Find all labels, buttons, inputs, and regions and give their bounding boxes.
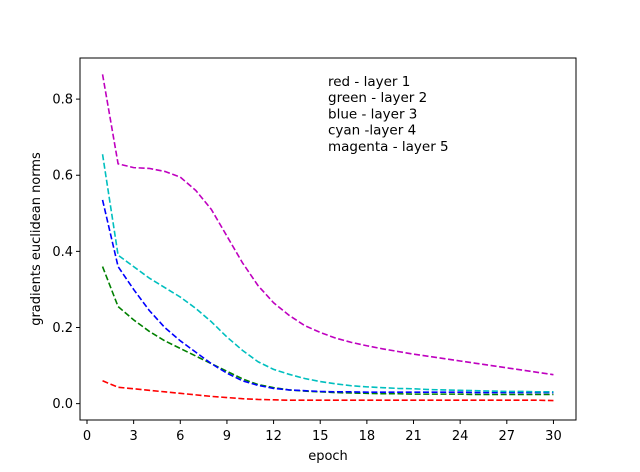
y-axis-label: gradients euclidean norms (29, 152, 44, 326)
x-axis-label: epoch (308, 449, 348, 464)
annotation-line-1: red - layer 1 (328, 74, 410, 90)
series-lines (101, 74, 554, 402)
annotation-line-4: cyan -layer 4 (328, 123, 416, 139)
series-line-1 (102, 380, 554, 402)
axes: 0 3 6 9 12 15 18 21 24 27 30 0.0 0.2 0.4 0.6 0.8 epoch gr… (29, 57, 577, 464)
plot-background (80, 58, 576, 420)
x-tick-label: 3 (130, 429, 138, 444)
y-tick-label: 0.8 (52, 93, 73, 108)
x-tick-label: 9 (223, 429, 231, 444)
plot-area (80, 58, 576, 420)
y-tick-label: 0.6 (52, 169, 73, 184)
series-line-3 (101, 199, 554, 394)
x-tick-label: 30 (545, 429, 562, 444)
x-tick-label: 6 (176, 429, 184, 444)
series-line-2 (101, 266, 554, 396)
x-tick-label: 12 (265, 429, 282, 444)
x-tick-label: 21 (405, 429, 422, 444)
y-tick-label: 0.4 (52, 245, 73, 260)
x-tick-label: 27 (499, 429, 516, 444)
x-tick-label: 18 (359, 429, 376, 444)
x-tick-label: 15 (312, 429, 329, 444)
annotation-line-5: magenta - layer 5 (328, 139, 449, 155)
x-tick-label: 0 (83, 429, 91, 444)
annotation-line-2: green - layer 2 (328, 90, 427, 106)
y-tick-label: 0.2 (52, 321, 73, 336)
annotation-line-3: blue - layer 3 (328, 106, 417, 122)
series-line-5 (101, 74, 554, 376)
series-line-4 (101, 154, 554, 393)
axes-frame (79, 57, 577, 421)
x-tick-label: 24 (452, 429, 469, 444)
y-tick-label: 0.0 (52, 397, 73, 412)
